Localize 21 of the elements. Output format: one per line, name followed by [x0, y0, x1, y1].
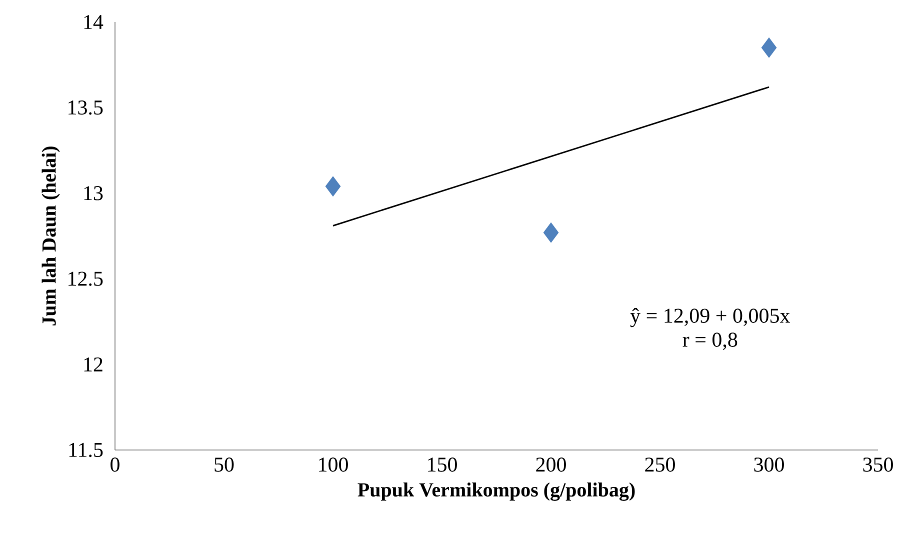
point — [761, 37, 777, 58]
y-axis-title: Jum lah Daun (helai) — [42, 146, 60, 326]
x-tick-label: 200 — [536, 458, 566, 472]
x-tick-label: 50 — [214, 458, 234, 472]
y-tick-label: 14 — [84, 15, 104, 29]
point — [325, 176, 341, 197]
y-tick-label: 12.5 — [68, 272, 103, 286]
annotation: r = 0,8 — [682, 332, 738, 350]
x-tick-label: 100 — [319, 458, 348, 472]
x-tick-label: 250 — [645, 458, 675, 472]
y-tick-label: 12 — [84, 357, 102, 372]
x-tick-label: 300 — [754, 458, 784, 472]
annotation: ŷ = 12,09 + 0,005x — [630, 308, 790, 328]
y-tick-label: 11.5 — [69, 442, 103, 458]
y-tick-label: 13 — [84, 186, 103, 200]
x-tick-label: 150 — [428, 458, 457, 472]
y-tick-label: 13.5 — [68, 100, 103, 115]
x-tick-label: 0 — [110, 458, 120, 472]
x-axis-title: Pupuk Vermikompos (g/polibag) — [358, 482, 635, 501]
point — [543, 222, 559, 243]
x-tick-label: 350 — [863, 458, 893, 472]
